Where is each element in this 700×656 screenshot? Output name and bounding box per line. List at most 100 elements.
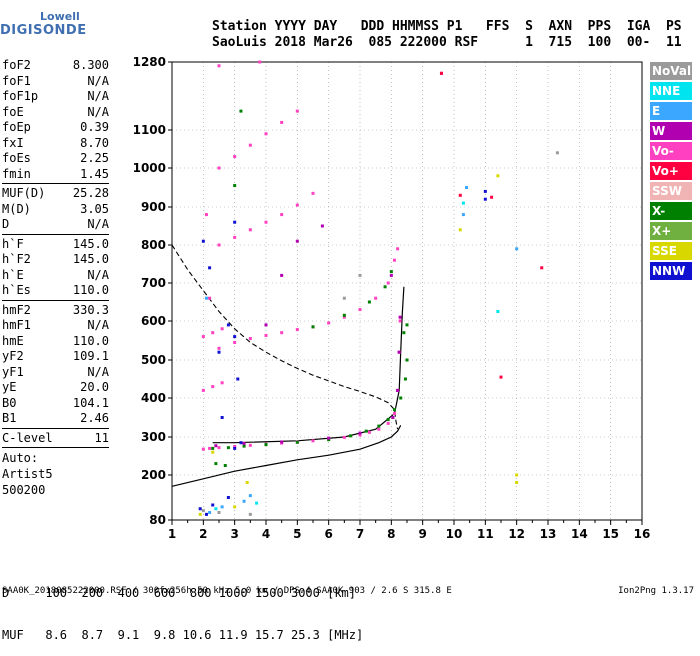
virtual-height-trace (212, 286, 405, 444)
echo-point (198, 512, 202, 516)
param-row: foF2 8.300 (2, 58, 109, 74)
param-key: B0 (2, 395, 17, 410)
echo-point (515, 481, 519, 484)
param-row: D N/A (2, 217, 109, 233)
echo-point (248, 228, 252, 232)
param-key: hmE (2, 333, 24, 348)
echo-point (483, 197, 487, 201)
x-tick-label: 9 (418, 527, 426, 541)
echo-point (226, 446, 230, 450)
param-row: B1 2.46 (2, 411, 109, 427)
legend-item: NNW (650, 262, 692, 280)
echo-point (233, 340, 237, 344)
echo-point (392, 412, 396, 416)
echo-point (386, 417, 390, 421)
param-row: h`F2 145.0 (2, 252, 109, 268)
echo-point (465, 186, 469, 189)
param-value: 0.39 (80, 120, 109, 134)
echo-point (386, 281, 390, 285)
echo-point (220, 381, 224, 385)
echo-point (211, 503, 215, 507)
y-tick-label: 1100 (133, 123, 166, 137)
param-value: 3.05 (80, 201, 109, 216)
echo-point (233, 184, 237, 188)
autoscale-line: Auto: (2, 451, 39, 465)
param-value: 330.3 (72, 302, 109, 317)
param-key: foEp (2, 120, 31, 134)
param-value: 145.0 (72, 236, 109, 251)
echo-point (208, 296, 212, 300)
echo-point (201, 509, 205, 513)
muf-table: D 100 200 400 600 800 1000 1500 3000 [km… (2, 558, 363, 656)
param-row: h`E N/A (2, 268, 109, 284)
param-key: yE (2, 380, 17, 394)
echo-point (242, 499, 246, 503)
param-row: foEp 0.39 (2, 120, 109, 136)
echo-point (220, 505, 224, 509)
echo-point (405, 323, 409, 327)
param-key: h`E (2, 267, 24, 282)
param-value: N/A (87, 89, 109, 103)
echo-point (392, 408, 396, 412)
true-height-profile (171, 425, 402, 487)
echo-point (214, 462, 218, 466)
echo-point (201, 388, 205, 392)
footer-version: Ion2Png 1.3.17 (618, 586, 694, 596)
param-row: foEs 2.25 (2, 151, 109, 167)
echo-point (396, 247, 400, 251)
x-tick-label: 4 (262, 527, 270, 541)
echo-point (217, 243, 221, 247)
legend-item: NoVal (650, 62, 692, 80)
param-row: M(D) 3.05 (2, 202, 109, 218)
echo-point (439, 71, 443, 75)
echo-point (220, 416, 224, 419)
echo-point (233, 155, 237, 159)
y-tick-label: 1000 (133, 161, 166, 175)
param-key: h`F (2, 236, 24, 251)
legend-item: X- (650, 202, 692, 220)
echo-point (280, 273, 284, 277)
x-tick-label: 2 (199, 527, 207, 541)
echo-point (327, 438, 331, 442)
param-value: N/A (87, 267, 109, 282)
echo-point (233, 235, 237, 239)
param-row: fmin 1.45 (2, 167, 109, 183)
param-value: 20.0 (80, 380, 109, 394)
param-row: hmF1 N/A (2, 318, 109, 334)
x-tick-label: 3 (230, 527, 238, 541)
y-tick-label: 80 (149, 513, 166, 527)
param-key: h`Es (2, 283, 31, 297)
echo-point (499, 375, 503, 379)
x-tick-label: 14 (571, 527, 588, 541)
echo-point (239, 109, 243, 113)
x-tick-label: 13 (540, 527, 557, 541)
echo-point (226, 323, 230, 327)
echo-point (342, 435, 346, 439)
param-row: yF2 109.1 (2, 349, 109, 365)
echo-point (204, 213, 208, 217)
echo-point (342, 296, 346, 300)
param-separator (2, 427, 109, 429)
legend: NoVal NNE E W Vo- Vo+ SSW X- X+ SSE NNW (650, 62, 692, 282)
echo-point (311, 325, 315, 329)
param-row: foF1 N/A (2, 74, 109, 90)
param-key: yF1 (2, 364, 24, 379)
echo-point (264, 323, 268, 327)
legend-item: Vo- (650, 142, 692, 160)
param-value: 145.0 (72, 252, 109, 266)
echo-point (211, 450, 215, 454)
echo-point (280, 440, 284, 444)
param-key: foF1p (2, 89, 39, 103)
echo-point (248, 443, 252, 447)
param-value: 2.46 (80, 411, 109, 425)
echo-point (402, 331, 406, 335)
echo-point (367, 300, 371, 304)
param-key: D (2, 217, 10, 231)
legend-item: Vo+ (650, 162, 692, 180)
param-value: 110.0 (72, 333, 109, 348)
model-profile-dashed (171, 244, 399, 430)
echo-point (555, 151, 559, 155)
x-tick-label: 5 (293, 527, 301, 541)
echo-point (496, 174, 500, 178)
autoscale-line: 500200 (2, 483, 46, 497)
